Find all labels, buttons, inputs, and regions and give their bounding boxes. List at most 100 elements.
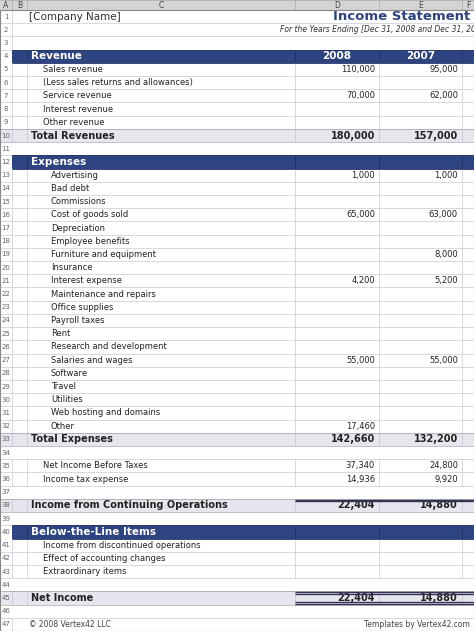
Bar bbox=[0, 353, 474, 367]
Text: 14,880: 14,880 bbox=[420, 500, 458, 510]
Text: 43: 43 bbox=[1, 569, 10, 575]
Text: 2007: 2007 bbox=[406, 51, 435, 61]
Text: Research and development: Research and development bbox=[51, 343, 167, 351]
Text: Cost of goods sold: Cost of goods sold bbox=[51, 210, 128, 220]
Bar bbox=[0, 248, 474, 261]
Text: 7: 7 bbox=[4, 93, 8, 99]
Bar bbox=[0, 538, 474, 551]
Text: 4,200: 4,200 bbox=[351, 276, 375, 285]
Text: 23: 23 bbox=[1, 304, 10, 310]
Text: 9,920: 9,920 bbox=[434, 475, 458, 483]
Text: Interest expense: Interest expense bbox=[51, 276, 122, 285]
Bar bbox=[0, 248, 474, 261]
Bar bbox=[0, 446, 474, 459]
Text: © 2008 Vertex42 LLC: © 2008 Vertex42 LLC bbox=[29, 620, 111, 629]
Text: 110,000: 110,000 bbox=[341, 65, 375, 74]
Text: Software: Software bbox=[51, 369, 88, 378]
Bar bbox=[0, 420, 474, 433]
Text: 44: 44 bbox=[1, 582, 10, 587]
Text: Sales revenue: Sales revenue bbox=[43, 65, 103, 74]
Text: Utilities: Utilities bbox=[51, 395, 83, 404]
Text: D: D bbox=[334, 1, 340, 9]
Bar bbox=[0, 221, 474, 235]
Text: 2008: 2008 bbox=[322, 51, 352, 61]
Text: 5: 5 bbox=[4, 66, 8, 73]
Text: 47: 47 bbox=[1, 622, 10, 627]
Text: Net Income: Net Income bbox=[31, 593, 93, 603]
Bar bbox=[0, 10, 474, 23]
Bar bbox=[0, 340, 474, 353]
Text: Income from discontinued operations: Income from discontinued operations bbox=[43, 541, 201, 550]
Bar bbox=[0, 76, 474, 89]
Text: Maintenance and repairs: Maintenance and repairs bbox=[51, 290, 156, 298]
Bar bbox=[0, 327, 474, 340]
Text: 38: 38 bbox=[1, 502, 10, 509]
Bar bbox=[0, 288, 474, 301]
Bar bbox=[0, 578, 474, 591]
Text: 4: 4 bbox=[4, 53, 8, 59]
Bar bbox=[0, 155, 474, 168]
Text: 20: 20 bbox=[1, 264, 10, 271]
Text: Web hosting and domains: Web hosting and domains bbox=[51, 408, 160, 418]
Bar bbox=[0, 89, 474, 102]
Bar bbox=[0, 578, 474, 591]
Text: For the Years Ending [Dec 31, 2008 and Dec 31, 2007]: For the Years Ending [Dec 31, 2008 and D… bbox=[280, 25, 474, 34]
Text: 157,000: 157,000 bbox=[414, 131, 458, 141]
Text: 10: 10 bbox=[1, 133, 10, 139]
Text: E: E bbox=[418, 1, 423, 9]
Bar bbox=[0, 235, 474, 248]
Bar bbox=[0, 459, 474, 473]
Bar bbox=[0, 301, 474, 314]
Text: Revenue: Revenue bbox=[31, 51, 82, 61]
Text: 12: 12 bbox=[1, 159, 10, 165]
Text: 36: 36 bbox=[1, 476, 10, 482]
Text: 37: 37 bbox=[1, 489, 10, 495]
Bar bbox=[0, 618, 474, 631]
Bar bbox=[0, 102, 474, 115]
Text: Net Income Before Taxes: Net Income Before Taxes bbox=[43, 461, 148, 470]
Bar bbox=[0, 23, 474, 37]
Text: Bad debt: Bad debt bbox=[51, 184, 89, 193]
Bar bbox=[0, 50, 474, 63]
Text: 28: 28 bbox=[1, 370, 10, 376]
Text: Office supplies: Office supplies bbox=[51, 303, 113, 312]
Bar bbox=[12, 50, 474, 63]
Text: 27: 27 bbox=[1, 357, 10, 363]
Text: Other: Other bbox=[51, 422, 75, 431]
Bar bbox=[0, 565, 474, 578]
Bar bbox=[0, 168, 474, 182]
Text: 17: 17 bbox=[1, 225, 10, 231]
Bar bbox=[0, 565, 474, 578]
Bar bbox=[0, 353, 474, 367]
Bar bbox=[0, 37, 474, 50]
Text: 180,000: 180,000 bbox=[331, 131, 375, 141]
Text: Total Expenses: Total Expenses bbox=[31, 434, 113, 444]
Text: 30: 30 bbox=[1, 397, 10, 403]
Text: Travel: Travel bbox=[51, 382, 76, 391]
Text: Furniture and equipment: Furniture and equipment bbox=[51, 250, 156, 259]
Text: 14,936: 14,936 bbox=[346, 475, 375, 483]
Bar bbox=[0, 393, 474, 406]
Text: 24: 24 bbox=[1, 317, 10, 324]
Bar bbox=[0, 63, 474, 76]
Text: 95,000: 95,000 bbox=[429, 65, 458, 74]
Text: 45: 45 bbox=[1, 595, 10, 601]
Text: 19: 19 bbox=[1, 251, 10, 257]
Text: 39: 39 bbox=[1, 516, 10, 522]
Bar bbox=[0, 63, 474, 76]
Text: Extraordinary items: Extraordinary items bbox=[43, 567, 127, 576]
Text: 142,660: 142,660 bbox=[331, 434, 375, 444]
Text: 11: 11 bbox=[1, 146, 10, 151]
Bar bbox=[0, 618, 474, 631]
Bar bbox=[0, 195, 474, 208]
Bar bbox=[0, 512, 474, 525]
Bar bbox=[0, 604, 474, 618]
Text: 55,000: 55,000 bbox=[429, 356, 458, 365]
Bar bbox=[0, 129, 474, 142]
Text: 32: 32 bbox=[1, 423, 10, 429]
Text: 41: 41 bbox=[1, 542, 10, 548]
Text: Below-the-Line Items: Below-the-Line Items bbox=[31, 527, 156, 537]
Text: 3: 3 bbox=[4, 40, 8, 46]
Bar bbox=[0, 102, 474, 115]
Bar bbox=[0, 380, 474, 393]
